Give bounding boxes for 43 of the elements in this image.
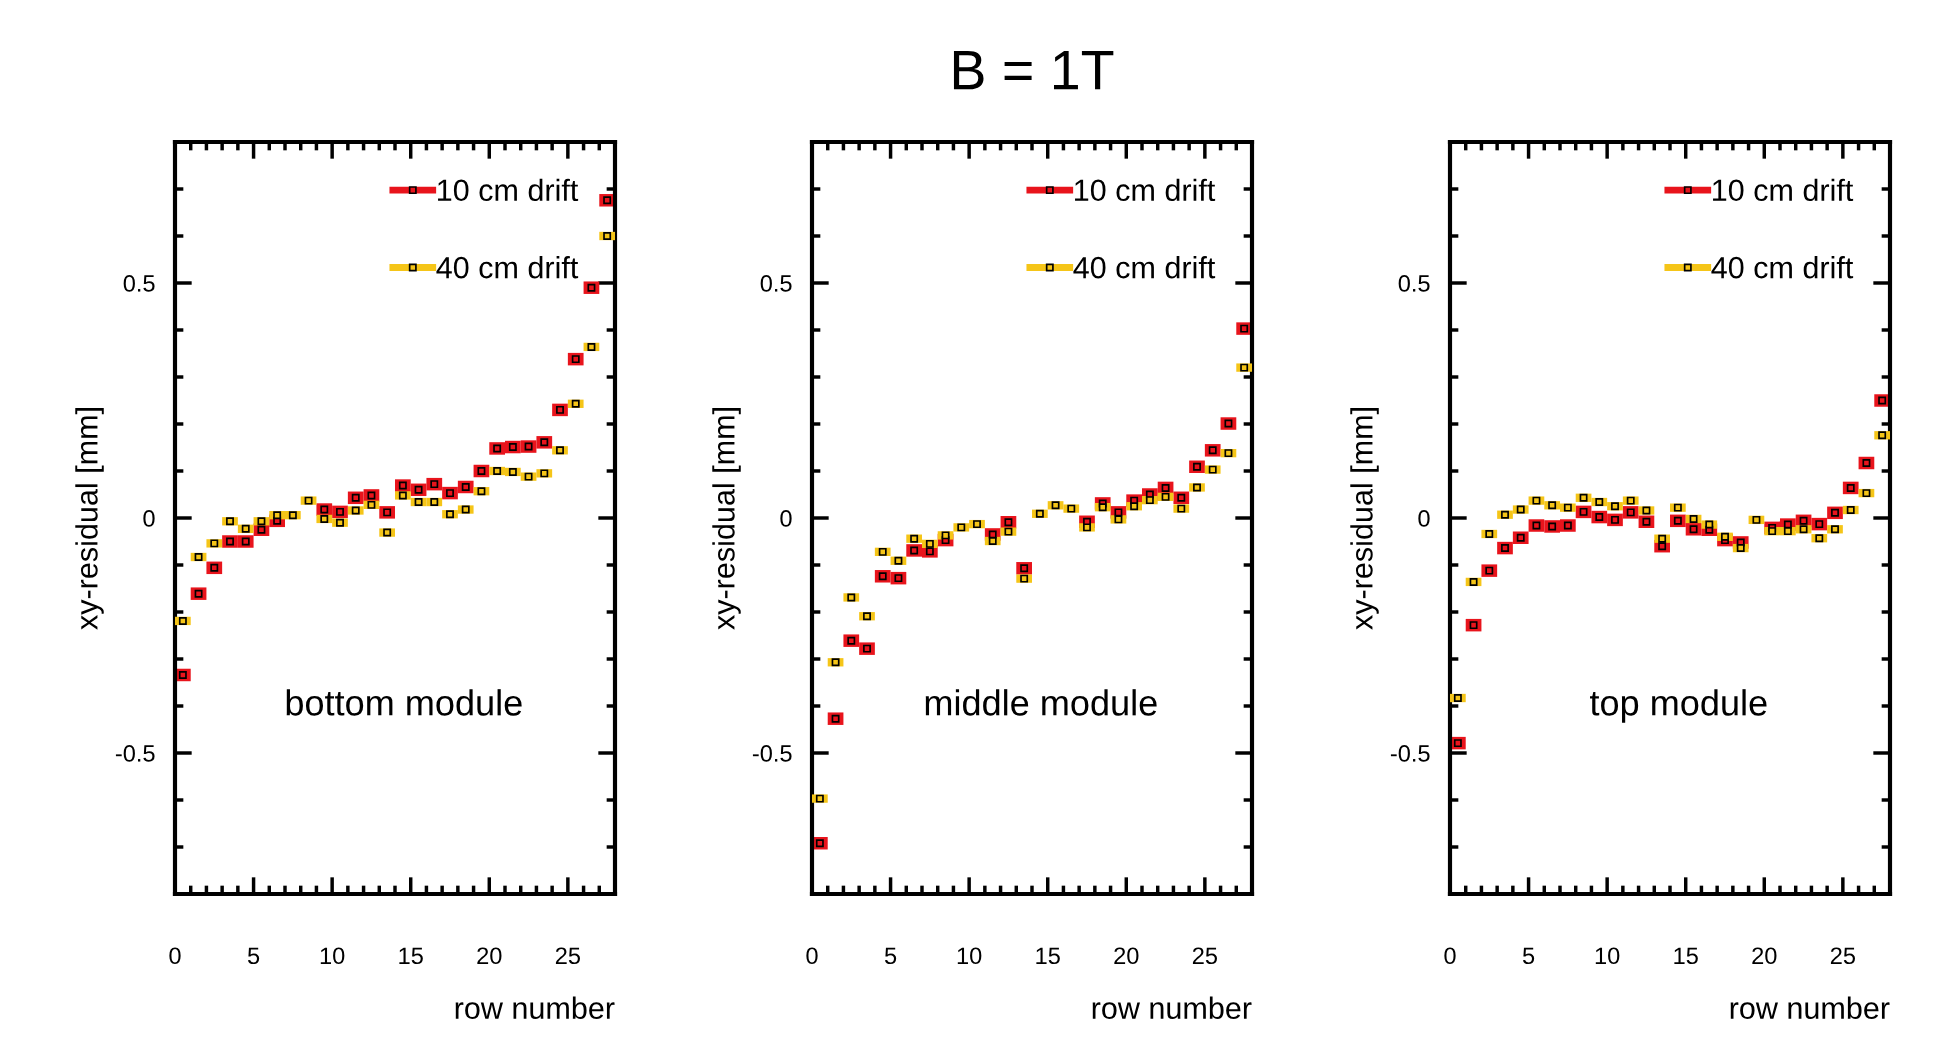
x-axis-title: row number (1092, 996, 1252, 1020)
x-tick-label: 10 (1595, 947, 1620, 965)
y-axis-title: xy-residual [mm] (712, 408, 741, 630)
annotation: top module (1590, 689, 1767, 723)
x-tick-label: 20 (477, 947, 502, 965)
y-tick-label: -0.5 (115, 745, 155, 762)
x-tick-label: 0 (169, 947, 181, 965)
x-axis-title: row number (1730, 996, 1890, 1020)
y-axis-title: xy-residual [mm] (75, 408, 104, 630)
x-tick-label: 25 (1830, 947, 1855, 965)
x-tick-label: 0 (1444, 947, 1456, 965)
legend-label: 40 cm drift (436, 256, 579, 279)
x-tick-label: 5 (884, 947, 897, 965)
y-tick-label: 0 (780, 510, 792, 527)
x-tick-label: 15 (399, 947, 423, 965)
x-tick-label: 25 (1192, 947, 1217, 965)
legend-label: 10 cm drift (1075, 178, 1216, 202)
x-tick-label: 20 (1752, 947, 1777, 965)
x-tick-label: 15 (1674, 947, 1698, 965)
x-tick-label: 5 (247, 947, 260, 965)
y-tick-label: 0.5 (1398, 275, 1430, 292)
y-tick-label: -0.5 (752, 745, 792, 762)
y-tick-label: 0 (1418, 510, 1430, 527)
legend-label: 10 cm drift (1713, 178, 1854, 202)
x-tick-label: 10 (320, 947, 345, 965)
y-axis-title: xy-residual [mm] (1350, 408, 1379, 630)
x-tick-label: 5 (1522, 947, 1535, 965)
y-tick-label: 0 (143, 510, 155, 527)
y-tick-label: 0.5 (760, 275, 792, 292)
y-tick-label: -0.5 (1390, 745, 1430, 762)
x-axis-title: row number (455, 996, 615, 1020)
legend-label: 40 cm drift (1073, 256, 1216, 279)
x-tick-label: 20 (1114, 947, 1139, 965)
legend-label: 10 cm drift (438, 178, 579, 202)
annotation: bottom module (286, 689, 522, 716)
chart-title: B = 1T (953, 51, 1114, 90)
x-tick-label: 10 (957, 947, 982, 965)
x-tick-label: 0 (806, 947, 818, 965)
annotation: middle module (925, 689, 1157, 716)
legend-label: 40 cm drift (1711, 256, 1854, 279)
x-tick-label: 25 (555, 947, 580, 965)
x-tick-label: 15 (1036, 947, 1060, 965)
y-tick-label: 0.5 (123, 275, 155, 292)
